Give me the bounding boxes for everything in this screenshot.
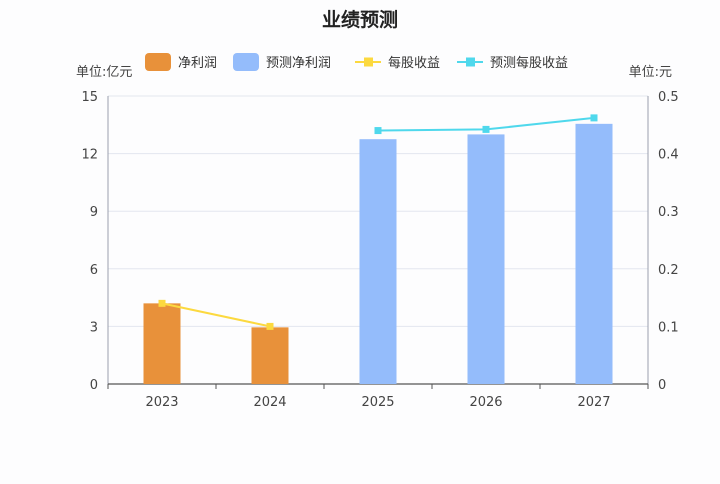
y-right-tick-label: 0.3: [658, 205, 679, 220]
bar: [251, 327, 289, 384]
y-left-tick-label: 9: [90, 205, 98, 220]
legend-label: 预测净利润: [266, 56, 331, 71]
legend-swatch: [233, 53, 259, 71]
legend: 净利润 预测净利润 每股收益 预测每股收益: [145, 53, 568, 71]
legend-label: 每股收益: [388, 55, 440, 71]
tick-labels: 0 3 6 9 12 15 0 0.1 0.2 0.3 0.4 0.5 2023 2024 2025 2026…: [81, 90, 678, 410]
data-point: [374, 127, 382, 135]
y-right-tick-label: 0: [658, 378, 666, 393]
legend-label: 净利润: [178, 56, 217, 71]
legend-swatch: [466, 57, 475, 67]
bars: [143, 123, 613, 384]
data-point: [482, 125, 490, 133]
right-axis-unit-label: 单位:元: [629, 65, 672, 80]
y-right-tick-label: 0.2: [658, 263, 679, 278]
left-axis-unit-label: 单位:亿元: [76, 65, 132, 80]
x-tick-label: 2025: [361, 395, 394, 410]
bar: [143, 303, 181, 384]
y-left-tick-label: 6: [90, 263, 98, 278]
legend-label: 预测每股收益: [490, 55, 568, 71]
series-line: [161, 302, 271, 328]
data-point: [158, 299, 166, 307]
data-point: [266, 322, 274, 330]
y-right-tick-label: 0.5: [658, 90, 679, 105]
y-left-tick-label: 12: [81, 148, 98, 163]
y-left-tick-label: 3: [90, 320, 98, 335]
data-point: [590, 114, 598, 122]
lines: [158, 114, 598, 330]
x-tick-label: 2024: [253, 395, 286, 410]
y-right-tick-label: 0.4: [658, 148, 679, 163]
legend-swatch: [145, 53, 171, 71]
chart-title: 业绩预测: [322, 8, 398, 31]
legend-swatch: [364, 57, 373, 67]
x-tick-label: 2026: [469, 395, 502, 410]
bar: [467, 134, 505, 384]
bar: [575, 123, 613, 384]
bar: [359, 139, 397, 384]
x-tick-label: 2023: [145, 395, 178, 410]
y-left-tick-label: 0: [90, 378, 98, 393]
x-tick-label: 2027: [577, 395, 610, 410]
y-left-tick-label: 15: [81, 90, 98, 105]
y-right-tick-label: 0.1: [658, 320, 679, 335]
